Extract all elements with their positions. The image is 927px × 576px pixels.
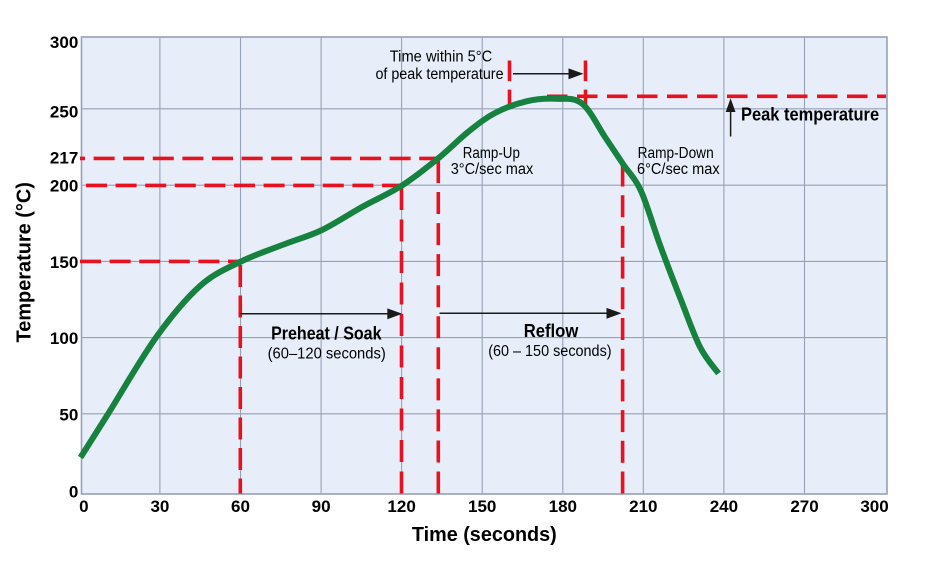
svg-text:Peak temperature: Peak temperature (741, 104, 879, 124)
svg-text:Time within 5°C: Time within 5°C (390, 48, 493, 65)
svg-text:0: 0 (69, 482, 78, 501)
svg-text:100: 100 (50, 329, 78, 348)
svg-text:60: 60 (231, 497, 250, 516)
svg-text:50: 50 (59, 405, 78, 424)
svg-text:of peak temperature: of peak temperature (375, 66, 503, 83)
svg-text:150: 150 (50, 253, 78, 272)
svg-text:217: 217 (50, 149, 78, 168)
svg-text:(60–120 seconds): (60–120 seconds) (268, 346, 386, 363)
svg-text:Reflow: Reflow (524, 321, 580, 341)
svg-text:(60 – 150 seconds): (60 – 150 seconds) (488, 343, 611, 360)
svg-text:Preheat / Soak: Preheat / Soak (271, 324, 382, 344)
svg-text:Temperature (°C): Temperature (°C) (13, 182, 35, 342)
svg-text:210: 210 (629, 497, 657, 516)
svg-text:3°C/sec max: 3°C/sec max (451, 161, 534, 178)
svg-text:270: 270 (790, 497, 818, 516)
svg-text:150: 150 (468, 497, 496, 516)
svg-text:Ramp-Down: Ramp-Down (638, 145, 714, 162)
svg-text:240: 240 (710, 497, 738, 516)
svg-text:180: 180 (549, 497, 577, 516)
svg-text:Time (seconds): Time (seconds) (412, 524, 557, 546)
svg-text:300: 300 (860, 497, 888, 516)
svg-text:6°C/sec max: 6°C/sec max (637, 161, 720, 178)
svg-text:Ramp-Up: Ramp-Up (463, 145, 520, 162)
svg-text:0: 0 (79, 497, 88, 516)
svg-text:120: 120 (387, 497, 415, 516)
svg-text:200: 200 (50, 177, 78, 196)
svg-text:250: 250 (50, 103, 78, 122)
svg-text:300: 300 (50, 33, 78, 52)
svg-text:90: 90 (312, 497, 331, 516)
svg-text:30: 30 (150, 497, 169, 516)
